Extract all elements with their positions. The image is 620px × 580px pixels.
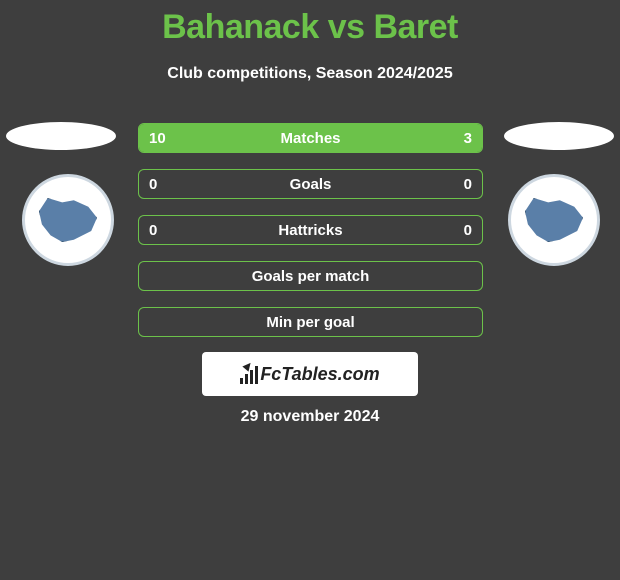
club-map-icon bbox=[525, 198, 583, 242]
bar-label: Goals per match bbox=[139, 262, 482, 290]
comparison-bars: 103Matches 00Goals 00Hattricks Goals per ma… bbox=[138, 123, 483, 353]
player-silhouette-left bbox=[6, 122, 116, 150]
club-map-icon bbox=[39, 198, 97, 242]
logo-text: FcTables.com bbox=[260, 364, 379, 385]
page-title: Bahanack vs Baret bbox=[0, 0, 620, 47]
club-badge-left bbox=[22, 174, 114, 266]
bar-label: Min per goal bbox=[139, 308, 482, 336]
bar-label: Goals bbox=[139, 170, 482, 198]
player-silhouette-right bbox=[504, 122, 614, 150]
bar-label: Matches bbox=[139, 124, 482, 152]
date-label: 29 november 2024 bbox=[0, 408, 620, 426]
subtitle: Club competitions, Season 2024/2025 bbox=[0, 65, 620, 83]
bar-label: Hattricks bbox=[139, 216, 482, 244]
club-badge-right bbox=[508, 174, 600, 266]
stat-bar: 00Hattricks bbox=[138, 215, 483, 245]
stat-bar: Min per goal bbox=[138, 307, 483, 337]
fctables-logo: FcTables.com bbox=[202, 352, 418, 396]
stat-bar: 00Goals bbox=[138, 169, 483, 199]
stat-bar: 103Matches bbox=[138, 123, 483, 153]
stat-bar: Goals per match bbox=[138, 261, 483, 291]
